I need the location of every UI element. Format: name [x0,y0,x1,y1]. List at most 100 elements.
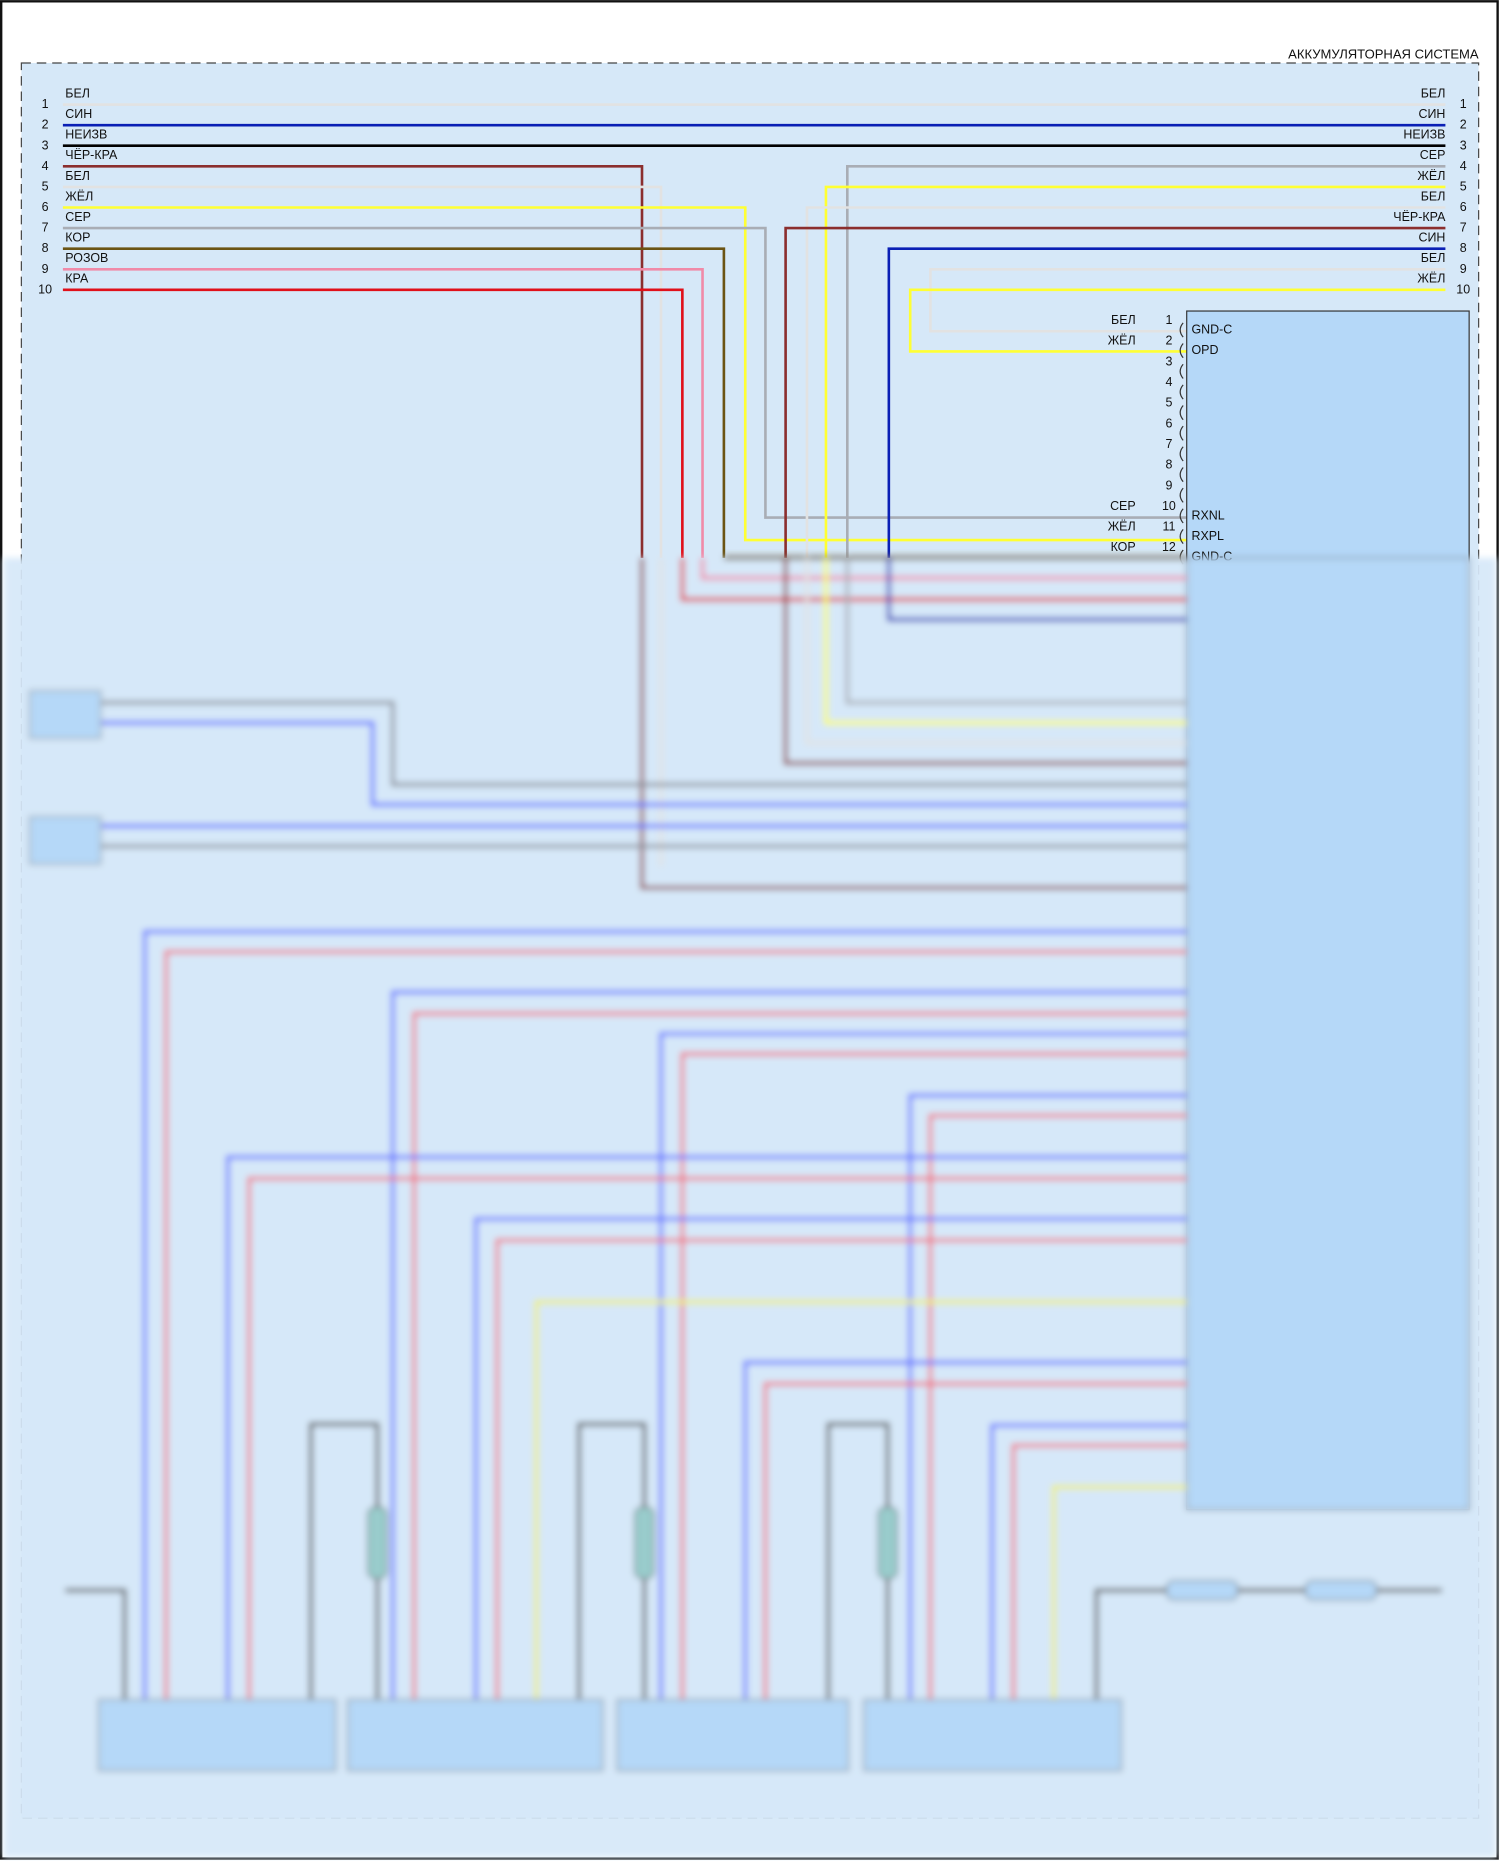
wire [412,1011,1187,1704]
right-wire-5 [824,185,1446,558]
left-wire-4 [62,165,644,558]
left-wire-color-label: СЕР [65,210,91,224]
left-wire-color-label: БЕЛ [65,169,90,183]
right-wire-8 [887,247,1446,558]
battery-module [616,1698,850,1772]
wire [928,1113,1187,1704]
pin-socket-icon [1179,529,1184,545]
resistor [367,1506,388,1580]
right-wire-6 [805,206,1446,558]
right-pin-number: 10 [1456,282,1470,296]
right-pin-number: 6 [1460,200,1467,214]
wire [659,1031,1187,1704]
right-wire-color-label: СЕР [1420,148,1446,162]
wire [680,557,1187,602]
wire [1052,1485,1187,1704]
module-pin-number: 11 [1162,520,1175,534]
right-pin-number: 7 [1460,221,1467,235]
left-pin-number: 2 [42,118,49,132]
left-wire-color-label: КРА [65,272,89,286]
left-wire-color-label: КОР [65,231,90,245]
wire [805,557,1187,745]
module-pin-wire-label: ЖЁЛ [1108,520,1136,534]
module-pin-number: 7 [1165,437,1172,451]
right-pin-number: 3 [1460,138,1467,152]
right-wire-color-label: ЖЁЛ [1417,169,1445,183]
wire [680,1052,1187,1704]
sensor-connector [29,690,102,739]
module-pin-signal: GND-C [1191,323,1232,337]
wire [226,1155,1187,1704]
left-pin-number: 4 [42,159,49,173]
wire [990,1423,1187,1704]
right-pin-number: 8 [1460,241,1467,255]
right-wire-color-label: СИН [1418,231,1445,245]
wires [62,103,1446,558]
module-pin-number: 8 [1165,458,1172,472]
module-pin-signal: RXNL [1191,508,1224,522]
right-wire-9 [929,267,1446,333]
right-wire-4 [846,165,1446,558]
fuse [1304,1580,1378,1601]
pin-socket-icon [1179,343,1184,359]
right-wire-10 [908,288,1446,353]
battery-module [347,1698,604,1772]
wire [824,557,1187,725]
fuse [1165,1580,1239,1601]
labels: 1 БЕЛ 2 СИН 3 НЕИЗВ 4 ЧЁР-КРА 5 БЕЛ 6 ЖЁЛ 7 СЕР 8 КОР 9 Р… [38,86,1470,565]
wire [65,1588,127,1704]
left-pin-number: 9 [42,262,49,276]
battery-module [863,1698,1123,1772]
pin-socket-icon [1179,508,1184,524]
right-pin-number: 5 [1460,179,1467,193]
module-pin-wire-label: ЖЁЛ [1108,334,1136,348]
left-wire-10 [62,288,684,558]
left-wire-5 [62,185,663,558]
right-wire-color-label: БЕЛ [1421,189,1446,203]
resistor [634,1506,655,1580]
right-pin-number: 1 [1460,97,1467,111]
pin-socket-icon [1179,384,1184,400]
module-pin-number: 9 [1165,478,1172,492]
right-pin-number: 9 [1460,262,1467,276]
module-pin-number: 1 [1165,313,1172,327]
left-wire-7 [62,226,1187,519]
wire [534,1300,1187,1704]
wire [1011,1443,1187,1704]
module-pin-number: 3 [1165,354,1172,368]
module-pin-number: 12 [1162,540,1176,554]
left-wire-color-label: ЖЁЛ [65,189,93,203]
wire [743,1360,1187,1704]
left-pin-number: 1 [42,97,49,111]
left-pin-number: 10 [38,282,52,296]
wire [845,557,1187,705]
sensor-connector [29,815,102,865]
wire [474,1217,1187,1704]
module-pin-number: 6 [1165,416,1172,430]
module-pin-number: 4 [1165,375,1172,389]
right-wire-color-label: ЖЁЛ [1417,272,1445,286]
right-wire-color-label: СИН [1418,107,1445,121]
left-wire-color-label: НЕИЗВ [65,128,107,142]
left-wire-6 [62,206,1187,542]
system-title: АККУМУЛЯТОРНАЯ СИСТЕМА [1288,46,1479,61]
pin-socket-icon [1179,446,1184,462]
module-pin-number: 5 [1165,396,1172,410]
right-pin-number: 2 [1460,118,1467,132]
pin-socket-icon [1179,467,1184,483]
left-wire-color-label: ЧЁР-КРА [65,148,118,162]
module-pin-wire-label: БЕЛ [1111,313,1136,327]
right-wire-color-label: НЕИЗВ [1403,128,1445,142]
wire [100,721,1187,807]
wire [908,1093,1187,1704]
right-wire-7 [784,226,1446,558]
resistor [877,1506,898,1580]
module-pin-wire-label: КОР [1111,540,1136,554]
left-wire-8 [62,247,726,558]
wire [763,1382,1187,1704]
module-pin-wire-label: СЕР [1110,499,1136,513]
pin-socket-icon [1179,487,1184,503]
module-pin-number: 2 [1165,334,1172,348]
wire [164,950,1187,1704]
